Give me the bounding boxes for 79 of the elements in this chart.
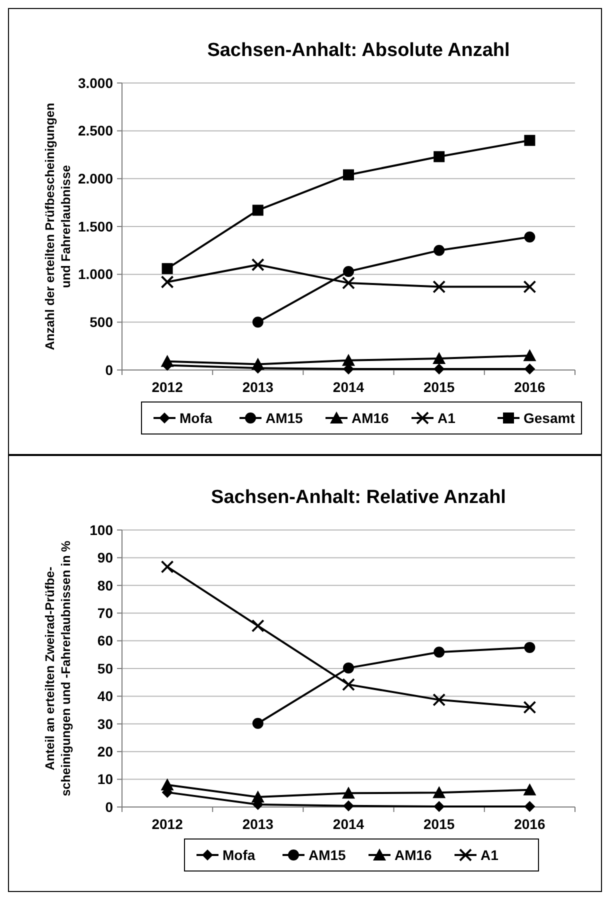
y-tick-label: 20 (97, 744, 114, 760)
legend-label: AM15 (266, 410, 304, 426)
point (523, 280, 536, 294)
point (160, 778, 174, 790)
point (162, 263, 173, 274)
point (251, 619, 264, 632)
x-tick-label: 2016 (514, 379, 546, 395)
point (432, 352, 446, 364)
point (434, 151, 445, 162)
y-tick-label: 10 (97, 771, 114, 788)
legend-label: Mofa (222, 846, 256, 863)
point (342, 276, 355, 290)
y-tick-label: 2.000 (78, 170, 114, 187)
point (252, 204, 264, 216)
x-tick-label: 2015 (424, 816, 455, 832)
point (524, 364, 536, 375)
x-tick-label: 2013 (242, 379, 274, 395)
point (251, 258, 264, 272)
x-tick-label: 2012 (152, 816, 184, 832)
x-tick-label: 2013 (242, 816, 274, 832)
point (524, 642, 536, 653)
y-tick-label: 0 (105, 798, 114, 815)
chart-title: Sachsen-Anhalt: Relative Anzahl (211, 487, 506, 508)
legend-label: A1 (480, 846, 499, 863)
x-tick-label: 2015 (424, 379, 455, 395)
legend-label: Gesamt (524, 410, 576, 426)
point (343, 266, 354, 277)
legend-label: AM16 (394, 846, 432, 863)
y-tick-label: 40 (97, 688, 114, 704)
point (343, 800, 354, 812)
point (343, 662, 354, 674)
y-tick-label: 100 (90, 522, 114, 538)
point (524, 232, 536, 243)
y-tick-label: 1.000 (78, 266, 114, 282)
x-tick-label: 2014 (332, 816, 364, 832)
legend-label: A1 (438, 410, 456, 426)
point (524, 800, 536, 812)
point (342, 678, 355, 692)
point (434, 244, 445, 256)
point (160, 560, 174, 574)
y-tick-label: 90 (97, 550, 114, 566)
point (342, 786, 355, 799)
y-tick-label: 3.000 (78, 74, 114, 91)
point (251, 790, 264, 803)
point (432, 786, 446, 798)
legend-label: AM16 (352, 410, 390, 426)
y-tick-label: 0 (105, 362, 114, 378)
point (432, 693, 446, 706)
y-tick-label: 2.500 (78, 122, 114, 139)
y-axis-title: Anzahl der erteilten Prüfbescheinigungen und Fahrerlaubnisse (43, 102, 73, 350)
point (251, 358, 264, 370)
y-tick-label: 50 (97, 660, 114, 676)
point (523, 783, 536, 796)
y-tick-label: 70 (97, 605, 114, 621)
point (523, 349, 536, 362)
x-tick-label: 2014 (332, 379, 364, 395)
point (523, 700, 536, 714)
point (434, 364, 445, 375)
point (434, 800, 445, 812)
legend-label: AM15 (308, 846, 346, 863)
legend-label: Mofa (180, 410, 212, 426)
point (252, 316, 264, 328)
y-tick-label: 1.500 (78, 218, 114, 234)
point (252, 718, 264, 729)
point (524, 134, 536, 146)
y-tick-label: 30 (97, 716, 114, 732)
point (342, 354, 355, 366)
chart-title: Sachsen-Anhalt: Absolute Anzahl (207, 40, 510, 61)
point (160, 275, 174, 288)
y-tick-label: 500 (90, 314, 114, 330)
y-tick-label: 80 (97, 577, 114, 594)
y-tick-label: 60 (97, 632, 114, 649)
x-tick-label: 2012 (152, 379, 184, 395)
point (432, 280, 446, 294)
x-tick-label: 2016 (514, 816, 546, 832)
point (160, 354, 174, 367)
y-axis-title: Anteil an erteilten Zweirad-Prüfbe- scheinigungen und -Fahrerlaubnissen in % (43, 540, 73, 796)
point (343, 169, 354, 180)
point (434, 646, 445, 658)
